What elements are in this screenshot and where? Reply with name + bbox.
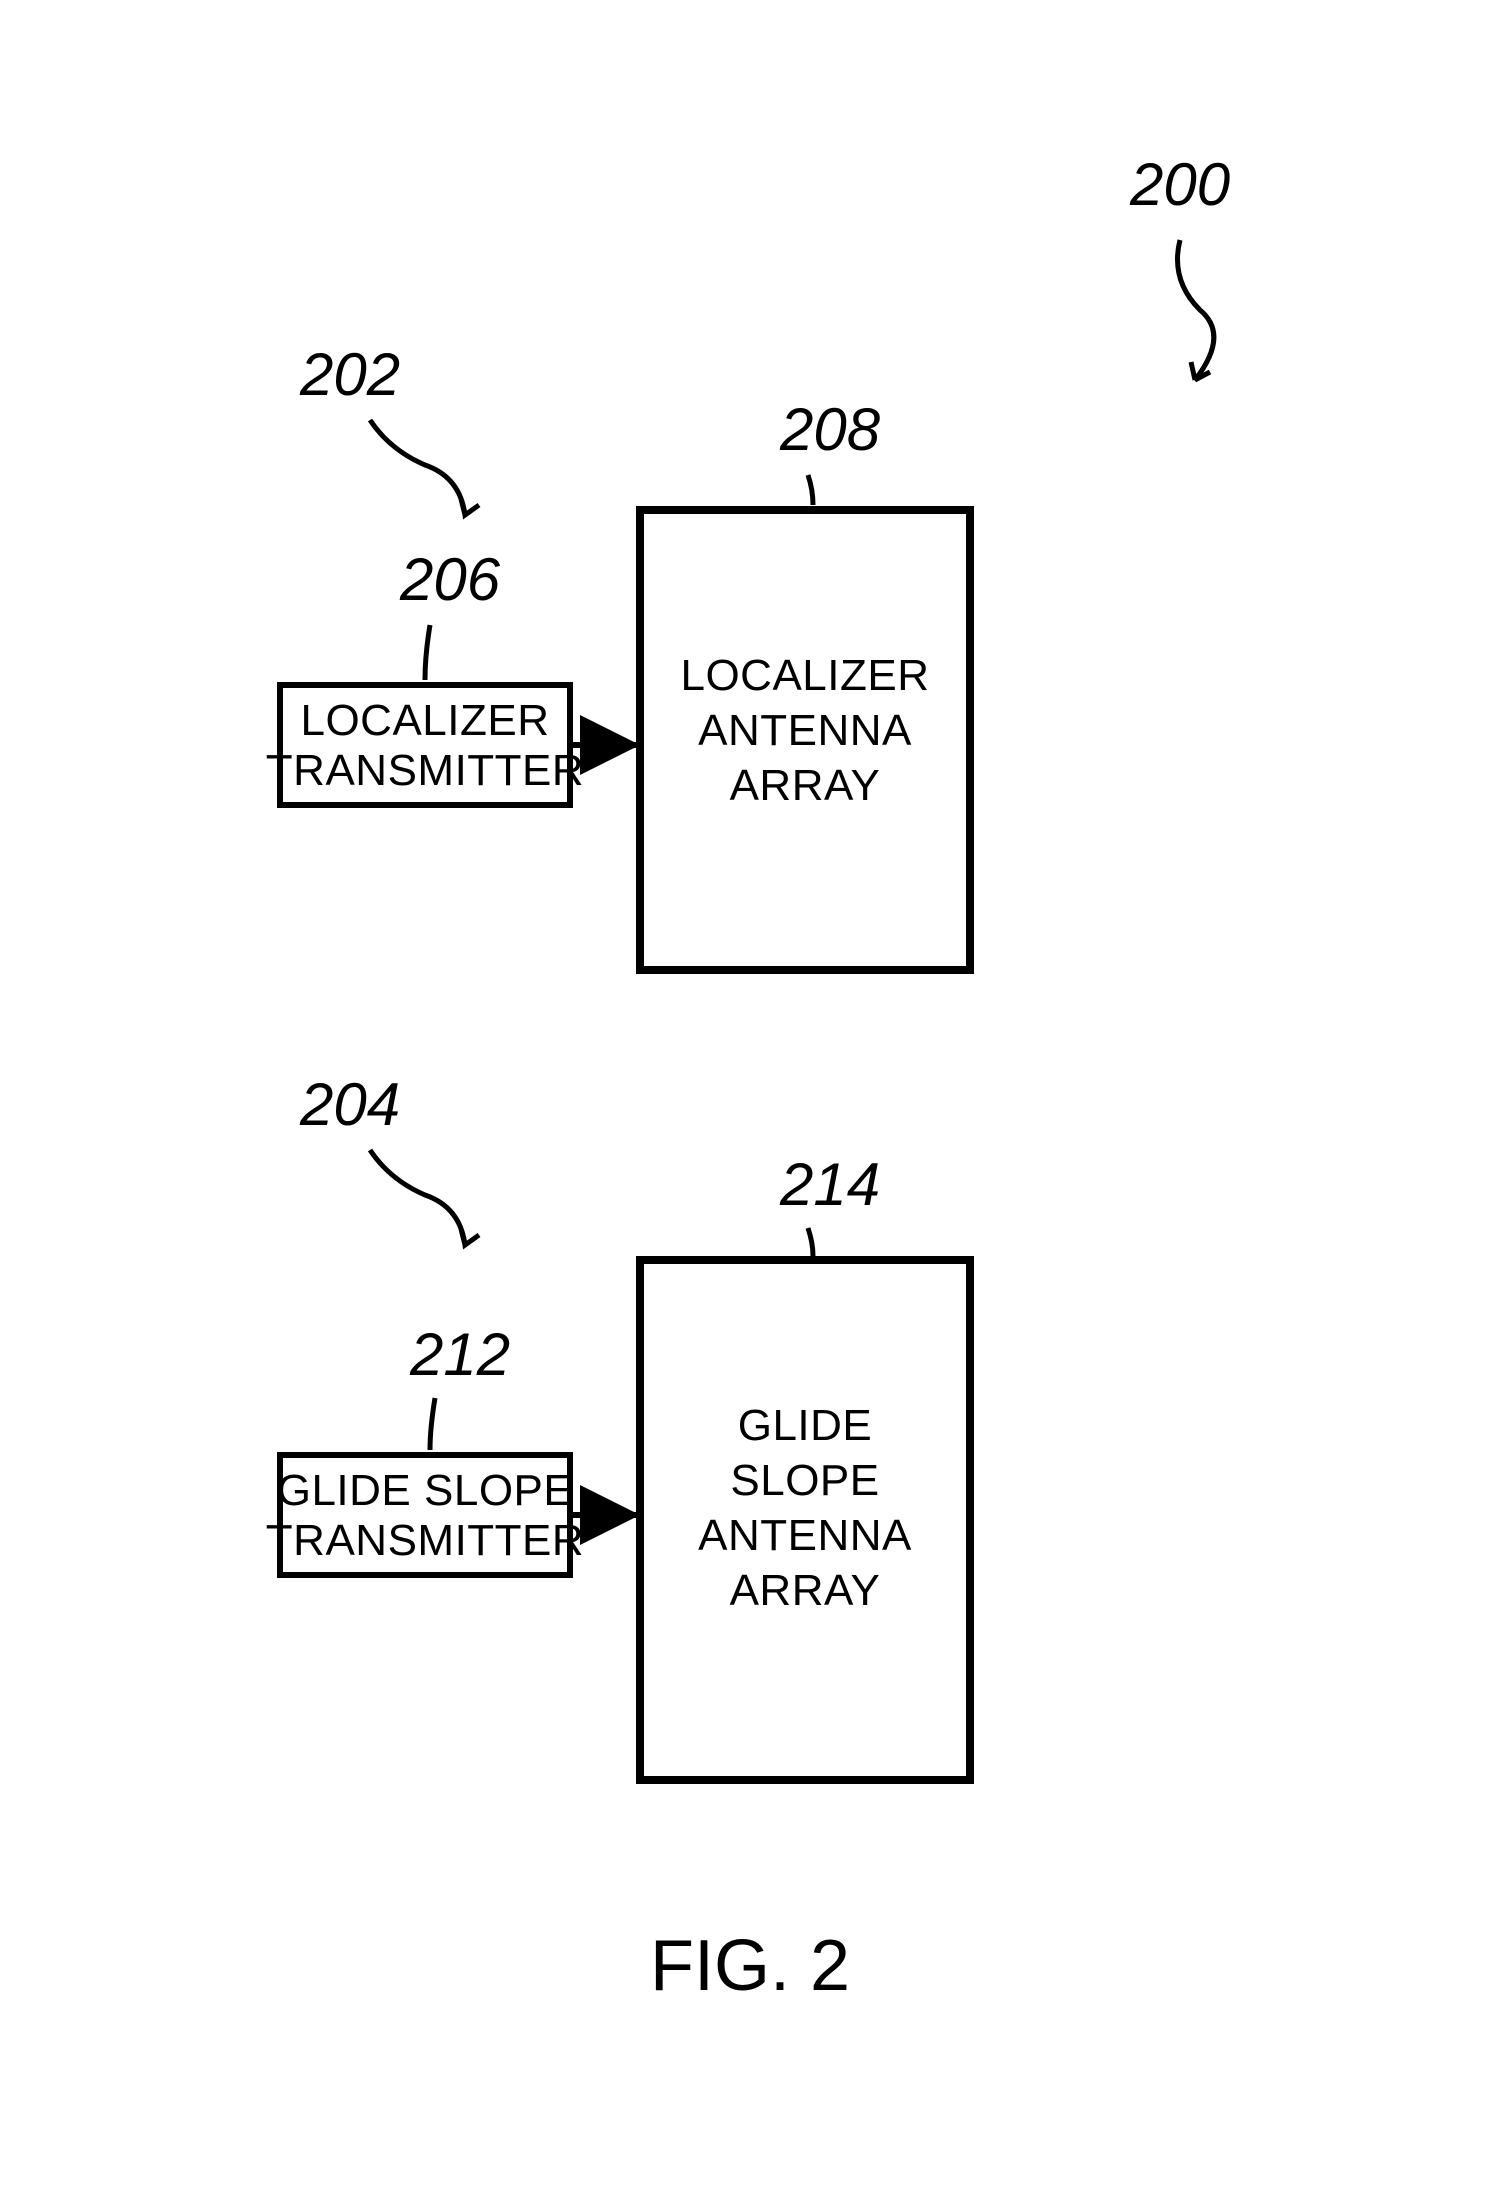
ref-212: 212 — [409, 1321, 510, 1388]
localizer-antenna-array-label: LOCALIZER — [680, 651, 929, 700]
lead-202 — [370, 420, 479, 515]
glide-slope-antenna-array-label: GLIDE — [738, 1401, 873, 1450]
ref-200: 200 — [1129, 151, 1230, 218]
glide-slope-transmitter-label: TRANSMITTER — [266, 1516, 584, 1565]
lead-200 — [1178, 240, 1214, 380]
ref-202: 202 — [299, 341, 400, 408]
glide-slope-transmitter-label: GLIDE SLOPE — [277, 1466, 574, 1515]
lead-214 — [808, 1228, 813, 1256]
lead-208 — [808, 475, 813, 505]
glide-slope-antenna-array-label: ARRAY — [730, 1566, 881, 1615]
ref-204: 204 — [299, 1071, 400, 1138]
ref-206: 206 — [399, 546, 501, 613]
lead-204 — [370, 1150, 479, 1245]
localizer-transmitter-label: TRANSMITTER — [266, 746, 584, 795]
figure-2-diagram: LOCALIZER TRANSMITTER LOCALIZER ANTENNA … — [0, 0, 1500, 2194]
lead-206 — [425, 625, 430, 680]
ref-208: 208 — [779, 396, 881, 463]
glide-slope-antenna-array-label: ANTENNA — [698, 1511, 912, 1560]
ref-214: 214 — [779, 1151, 880, 1218]
localizer-antenna-array-label: ANTENNA — [698, 706, 912, 755]
localizer-antenna-array-label: ARRAY — [730, 761, 881, 810]
figure-caption: FIG. 2 — [650, 1926, 850, 2006]
glide-slope-antenna-array-label: SLOPE — [730, 1456, 879, 1505]
lead-212 — [430, 1398, 435, 1450]
glide-slope-group: GLIDE SLOPE TRANSMITTER GLIDE SLOPE ANTE… — [266, 1260, 970, 1780]
localizer-group: LOCALIZER TRANSMITTER LOCALIZER ANTENNA … — [266, 510, 970, 970]
localizer-transmitter-label: LOCALIZER — [300, 696, 549, 745]
